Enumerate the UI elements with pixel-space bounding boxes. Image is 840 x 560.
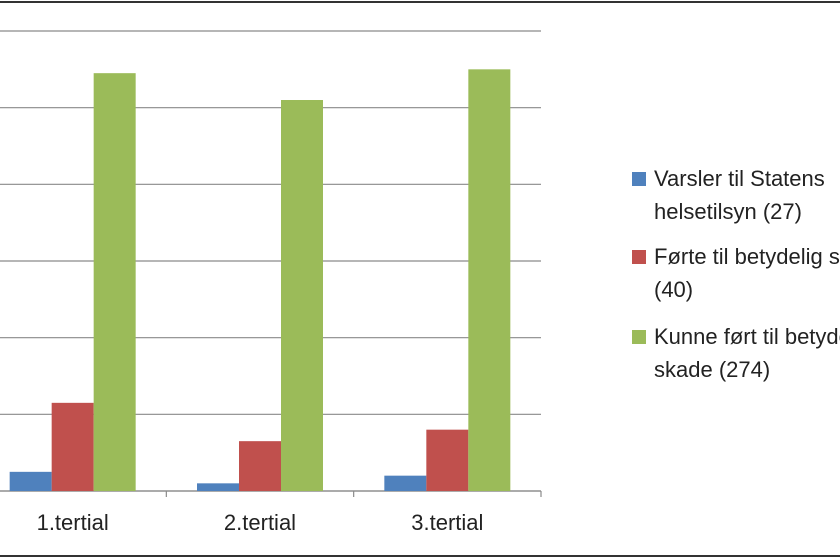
bar: [9, 471, 52, 491]
legend-swatch: [632, 250, 646, 264]
bar: [384, 475, 427, 491]
x-tick-label: 1.tertial: [37, 510, 109, 535]
legend-label: Kunne ført til betydelig skade (274): [654, 324, 840, 382]
legend-swatch: [632, 172, 646, 186]
bar: [93, 73, 136, 492]
x-tick-label: 2.tertial: [224, 510, 296, 535]
bar: [426, 429, 469, 491]
legend-item: Førte til betydelig skade (40): [632, 240, 840, 306]
bar: [51, 402, 94, 491]
legend-swatch: [632, 330, 646, 344]
bar: [197, 483, 239, 491]
bar: [281, 100, 323, 491]
bar: [239, 441, 281, 491]
legend-item: Varsler til Statens helsetilsyn (27): [632, 162, 840, 228]
x-tick-label: 3.tertial: [411, 510, 483, 535]
legend-label: Førte til betydelig skade (40): [654, 244, 840, 302]
legend-label: Varsler til Statens helsetilsyn (27): [654, 166, 825, 224]
bar: [468, 69, 511, 491]
legend-item: Kunne ført til betydelig skade (274): [632, 320, 840, 386]
